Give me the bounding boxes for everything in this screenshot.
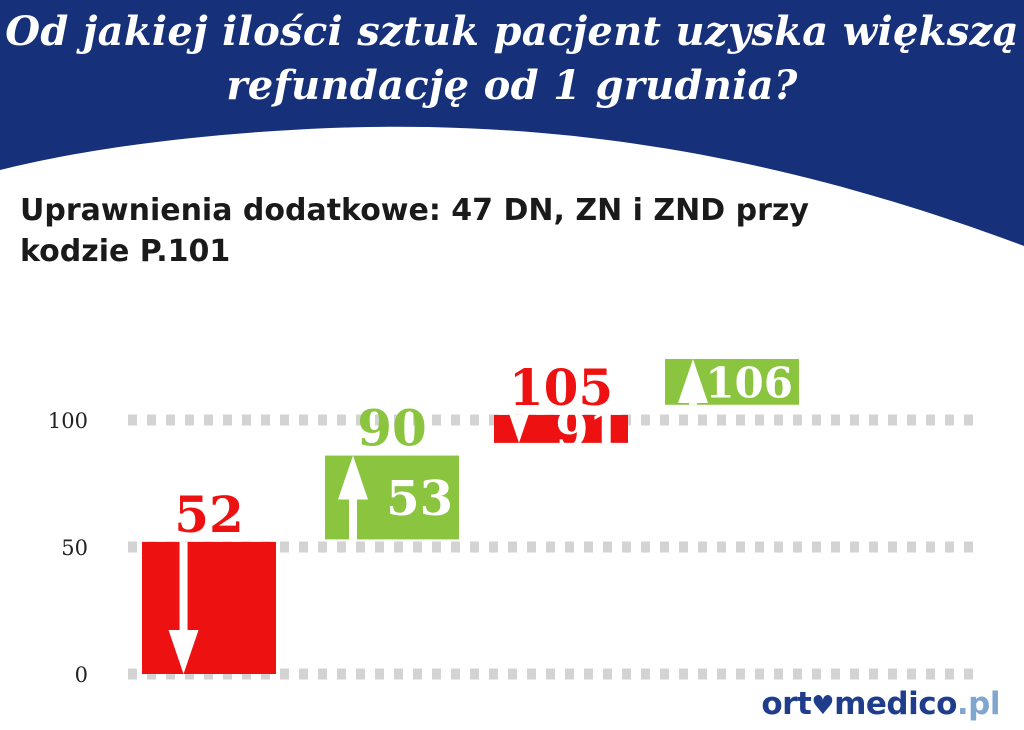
page-title-line-1: Od jakiej ilości sztuk pacjent uzyska wi…: [5, 8, 1019, 55]
y-tick-label: 0: [75, 663, 88, 687]
bar-inner-label: 53: [386, 471, 453, 527]
header-wave: [0, 0, 1024, 246]
arrow-down-icon: [168, 541, 199, 674]
chart-subtitle-line-1: Uprawnienia dodatkowe: 47 DN, ZN i ZND p…: [20, 193, 809, 228]
heart-icon: ♥: [811, 691, 835, 721]
chart-subtitle-line-2: kodzie P.101: [20, 234, 231, 269]
bar-top-label: 90: [357, 399, 427, 458]
bar-top-label: 52: [174, 485, 244, 544]
ortomedico-logo: ort♥medico.pl: [761, 686, 1000, 722]
page-title-line-2: refundację od 1 grudnia?: [226, 62, 798, 109]
y-tick-label: 100: [48, 409, 88, 433]
y-tick-label: 50: [61, 536, 88, 560]
bar: [142, 541, 276, 674]
arrow-up-icon: [678, 359, 708, 405]
bar-inner-label: 106: [705, 358, 793, 407]
header-banner: [0, 0, 1024, 246]
arrow-up-icon: [338, 455, 368, 540]
arrow-down-icon: [504, 398, 534, 443]
bar-top-label: 105: [509, 358, 613, 417]
bar-inner-label: 91: [555, 403, 622, 459]
